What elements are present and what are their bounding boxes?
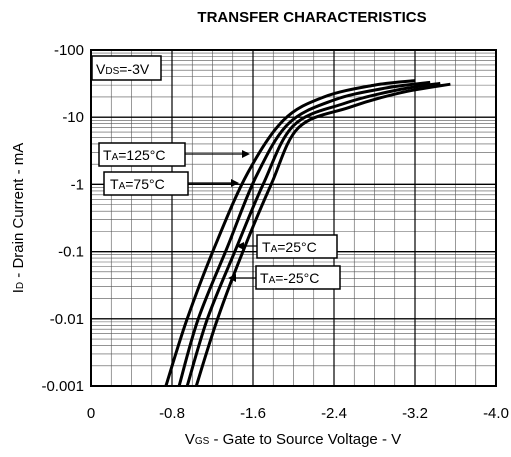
x-tick-label: 0 [87,405,95,422]
label-ta-25: TA=25°C [236,234,338,259]
y-tick-label: -1 [71,176,84,193]
label-text: TA=75°C [110,176,165,192]
label-text: TA=125°C [103,147,165,163]
y-tick-label: -0.001 [41,378,84,395]
series-layer [164,79,451,387]
x-tick-label: -2.4 [321,405,347,422]
y-tick-label: -0.1 [58,244,84,261]
arrowhead [242,150,250,158]
y-axis-label: ID - Drain Current - mA [10,143,27,294]
condition-label: VDS=-3V [96,61,150,77]
arrowhead [231,179,239,187]
x-tick-label: -4.0 [483,405,509,422]
minor-grid [91,50,496,386]
series-line-0 [164,79,416,387]
chart-title: TRANSFER CHARACTERISTICS [197,9,426,26]
x-tick-label: -0.8 [159,405,185,422]
label-text: TA=25°C [262,239,317,255]
plot-frame [90,49,497,387]
y-tick-label: -10 [62,109,84,126]
y-tick-labels: -0.001 -0.01 -0.1 -1 -10 -100 [41,42,84,395]
label-ta-125: TA=125°C [98,142,250,167]
x-tick-label: -1.6 [240,405,266,422]
arrowhead [228,274,236,282]
series-line-2 [185,81,441,387]
x-tick-label: -3.2 [402,405,428,422]
x-tick-labels: 0 -0.8 -1.6 -2.4 -3.2 -4.0 [87,405,509,422]
x-axis-label: VGS - Gate to Source Voltage - V [185,431,401,448]
label-text: TA=-25°C [260,270,319,286]
condition-box [91,55,162,81]
label-ta-minus25: TA=-25°C [228,265,341,290]
label-ta-75: TA=75°C [103,171,239,196]
y-tick-label: -0.01 [50,311,84,328]
arrowhead [236,242,244,250]
y-tick-label: -100 [54,42,84,59]
series-line-3 [194,82,451,387]
series-line-1 [177,80,431,387]
